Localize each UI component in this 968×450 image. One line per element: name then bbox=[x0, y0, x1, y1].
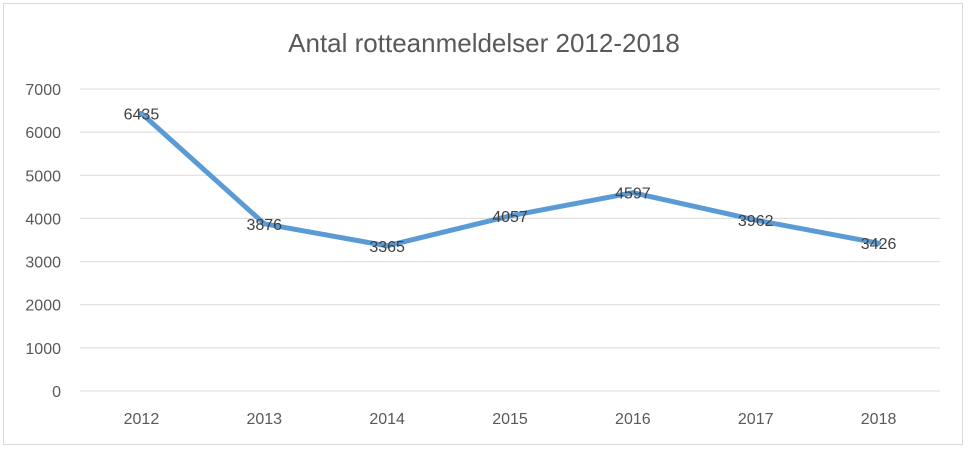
data-label: 3876 bbox=[246, 217, 282, 234]
y-tick-label: 3000 bbox=[25, 255, 61, 272]
data-label: 3365 bbox=[369, 239, 405, 256]
data-label: 6435 bbox=[124, 106, 160, 123]
y-tick-label: 4000 bbox=[25, 211, 61, 228]
x-tick-label: 2015 bbox=[492, 411, 528, 428]
x-tick-label: 2013 bbox=[246, 411, 282, 428]
x-tick-label: 2014 bbox=[369, 411, 405, 428]
y-tick-label: 5000 bbox=[25, 168, 61, 185]
x-tick-label: 2017 bbox=[738, 411, 774, 428]
x-tick-label: 2018 bbox=[861, 411, 897, 428]
y-tick-label: 1000 bbox=[25, 341, 61, 358]
x-tick-label: 2016 bbox=[615, 411, 651, 428]
chart-title: Antal rotteanmeldelser 2012-2018 bbox=[288, 28, 680, 58]
data-label: 3426 bbox=[861, 236, 897, 253]
x-tick-label: 2012 bbox=[124, 411, 160, 428]
y-tick-label: 0 bbox=[52, 384, 61, 401]
data-label: 4057 bbox=[492, 209, 528, 226]
y-tick-label: 7000 bbox=[25, 82, 61, 99]
data-label: 4597 bbox=[615, 186, 651, 203]
y-tick-label: 2000 bbox=[25, 298, 61, 315]
data-label: 3962 bbox=[738, 213, 774, 230]
y-tick-label: 6000 bbox=[25, 125, 61, 142]
